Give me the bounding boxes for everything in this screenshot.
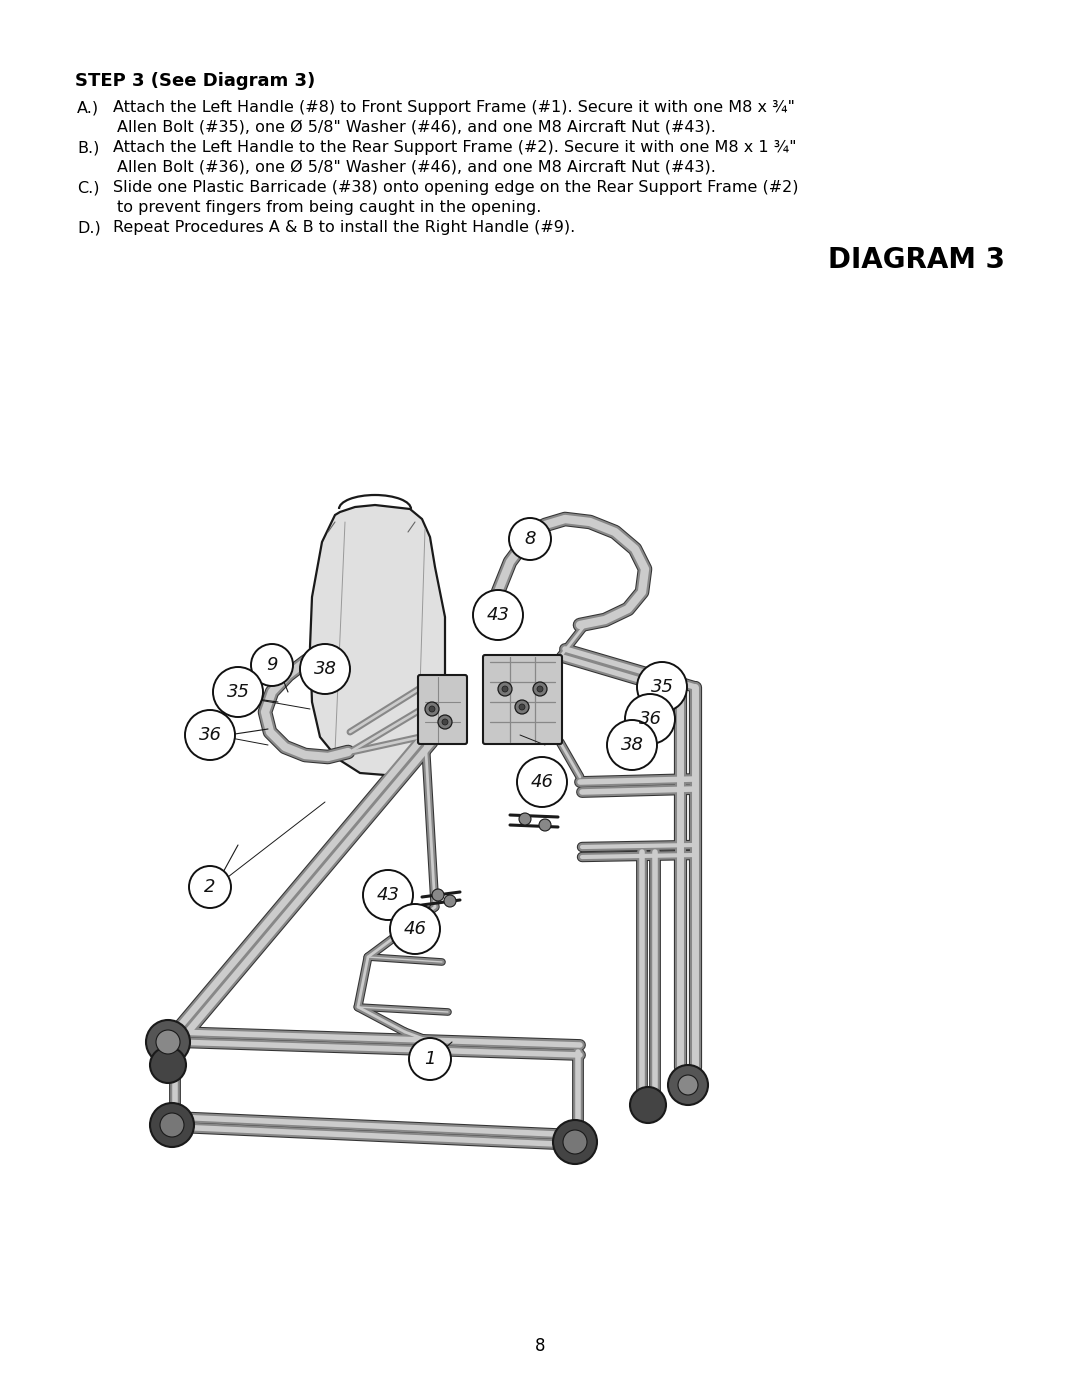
Text: STEP 3 (See Diagram 3): STEP 3 (See Diagram 3) [75, 73, 315, 89]
Text: 43: 43 [377, 886, 400, 904]
Text: 38: 38 [313, 659, 337, 678]
Text: Attach the Left Handle to the Rear Support Frame (#2). Secure it with one M8 x 1: Attach the Left Handle to the Rear Suppo… [113, 140, 797, 155]
Circle shape [539, 819, 551, 831]
Circle shape [444, 895, 456, 907]
Circle shape [509, 518, 551, 560]
Text: A.): A.) [77, 101, 99, 115]
Circle shape [563, 1130, 588, 1154]
Circle shape [678, 1076, 698, 1095]
FancyBboxPatch shape [418, 675, 467, 745]
Text: 46: 46 [404, 921, 427, 937]
Text: Allen Bolt (#36), one Ø 5/8" Washer (#46), and one M8 Aircraft Nut (#43).: Allen Bolt (#36), one Ø 5/8" Washer (#46… [117, 159, 716, 175]
FancyBboxPatch shape [483, 655, 562, 745]
Circle shape [637, 662, 687, 712]
Text: 35: 35 [227, 683, 249, 701]
Circle shape [534, 682, 546, 696]
Text: Repeat Procedures A & B to install the Right Handle (#9).: Repeat Procedures A & B to install the R… [113, 219, 576, 235]
Circle shape [473, 590, 523, 640]
Circle shape [409, 1038, 451, 1080]
Circle shape [519, 704, 525, 710]
Text: 46: 46 [530, 773, 554, 791]
Circle shape [502, 686, 508, 692]
Text: Allen Bolt (#35), one Ø 5/8" Washer (#46), and one M8 Aircraft Nut (#43).: Allen Bolt (#35), one Ø 5/8" Washer (#46… [117, 120, 716, 134]
Text: to prevent fingers from being caught in the opening.: to prevent fingers from being caught in … [117, 200, 541, 215]
Text: 36: 36 [638, 710, 661, 728]
Circle shape [189, 866, 231, 908]
Text: B.): B.) [77, 140, 99, 155]
Circle shape [607, 719, 657, 770]
Circle shape [498, 682, 512, 696]
Text: 36: 36 [199, 726, 221, 745]
Text: 2: 2 [204, 877, 216, 895]
Text: DIAGRAM 3: DIAGRAM 3 [828, 246, 1005, 274]
Circle shape [156, 1030, 180, 1053]
Text: 43: 43 [486, 606, 510, 624]
Circle shape [363, 870, 413, 921]
Circle shape [146, 1020, 190, 1065]
Text: 38: 38 [621, 736, 644, 754]
Circle shape [150, 1104, 194, 1147]
Circle shape [160, 1113, 184, 1137]
Circle shape [213, 666, 264, 717]
Circle shape [150, 1046, 186, 1083]
Circle shape [390, 904, 440, 954]
Circle shape [429, 705, 435, 712]
Circle shape [426, 703, 438, 717]
Circle shape [442, 719, 448, 725]
Circle shape [537, 686, 543, 692]
Text: 35: 35 [650, 678, 674, 696]
Circle shape [630, 1087, 666, 1123]
Text: Attach the Left Handle (#8) to Front Support Frame (#1). Secure it with one M8 x: Attach the Left Handle (#8) to Front Sup… [113, 101, 795, 115]
Polygon shape [310, 504, 445, 775]
Circle shape [553, 1120, 597, 1164]
Circle shape [625, 694, 675, 745]
Circle shape [300, 644, 350, 694]
Circle shape [185, 710, 235, 760]
Circle shape [432, 888, 444, 901]
Text: 1: 1 [424, 1051, 435, 1067]
Circle shape [515, 700, 529, 714]
Text: 8: 8 [535, 1337, 545, 1355]
Circle shape [438, 715, 453, 729]
Text: 9: 9 [267, 657, 278, 673]
Text: C.): C.) [77, 180, 99, 196]
Circle shape [519, 813, 531, 826]
Text: D.): D.) [77, 219, 100, 235]
Text: 8: 8 [524, 529, 536, 548]
Circle shape [517, 757, 567, 807]
Circle shape [669, 1065, 708, 1105]
Text: Slide one Plastic Barricade (#38) onto opening edge on the Rear Support Frame (#: Slide one Plastic Barricade (#38) onto o… [113, 180, 798, 196]
Circle shape [251, 644, 293, 686]
